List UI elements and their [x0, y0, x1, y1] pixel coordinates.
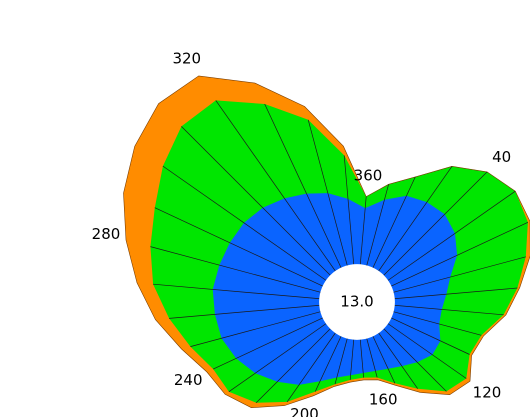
spoke-10 — [364, 184, 389, 274]
spoke-160 — [364, 330, 378, 378]
angle-labels-layer: 3604080120160200240280320 — [92, 50, 512, 417]
spoke-180 — [349, 331, 355, 380]
spoke-60 — [383, 221, 529, 290]
spoke-50 — [381, 190, 516, 286]
spoke-270 — [153, 283, 328, 300]
spoke-80 — [386, 287, 518, 300]
spoke-340 — [307, 119, 350, 274]
spoke-0 — [359, 196, 367, 273]
spoke-210 — [286, 326, 341, 403]
spoke-30 — [373, 166, 453, 278]
spokes-layer — [150, 100, 529, 404]
spoke-350 — [343, 155, 355, 273]
angle-label-240: 240 — [174, 371, 203, 389]
center-label: 13.0 — [340, 293, 373, 311]
spoke-110 — [383, 314, 470, 355]
spoke-150 — [369, 328, 396, 384]
spoke-190 — [334, 330, 350, 385]
spoke-260 — [169, 304, 328, 319]
angle-label-320: 320 — [172, 50, 201, 68]
spoke-90 — [386, 304, 504, 316]
spoke-250 — [190, 309, 329, 347]
angle-label-120: 120 — [473, 384, 502, 402]
angle-label-200: 200 — [290, 405, 319, 417]
angle-label-160: 160 — [369, 390, 398, 408]
spoke-320 — [215, 100, 341, 278]
spoke-230 — [228, 318, 333, 392]
spoke-330 — [264, 103, 345, 276]
spoke-290 — [154, 207, 331, 290]
angle-label-40: 40 — [492, 148, 511, 166]
center-hole — [319, 264, 395, 340]
spoke-310 — [181, 126, 337, 282]
spoke-240 — [213, 314, 331, 370]
angle-label-360: 360 — [354, 167, 383, 185]
bands-layer — [123, 75, 530, 409]
outer-boundary — [123, 75, 530, 409]
spoke-20 — [369, 176, 416, 276]
spoke-130 — [377, 322, 447, 392]
spoke-120 — [381, 318, 467, 379]
spoke-200 — [314, 328, 345, 392]
spoke-70 — [385, 256, 526, 295]
spoke-100 — [385, 309, 482, 336]
spoke-220 — [255, 322, 337, 404]
angle-label-280: 280 — [92, 225, 121, 243]
spoke-40 — [377, 171, 488, 282]
spoke-140 — [373, 326, 418, 389]
spoke-300 — [162, 165, 333, 286]
spoke-280 — [150, 246, 329, 295]
